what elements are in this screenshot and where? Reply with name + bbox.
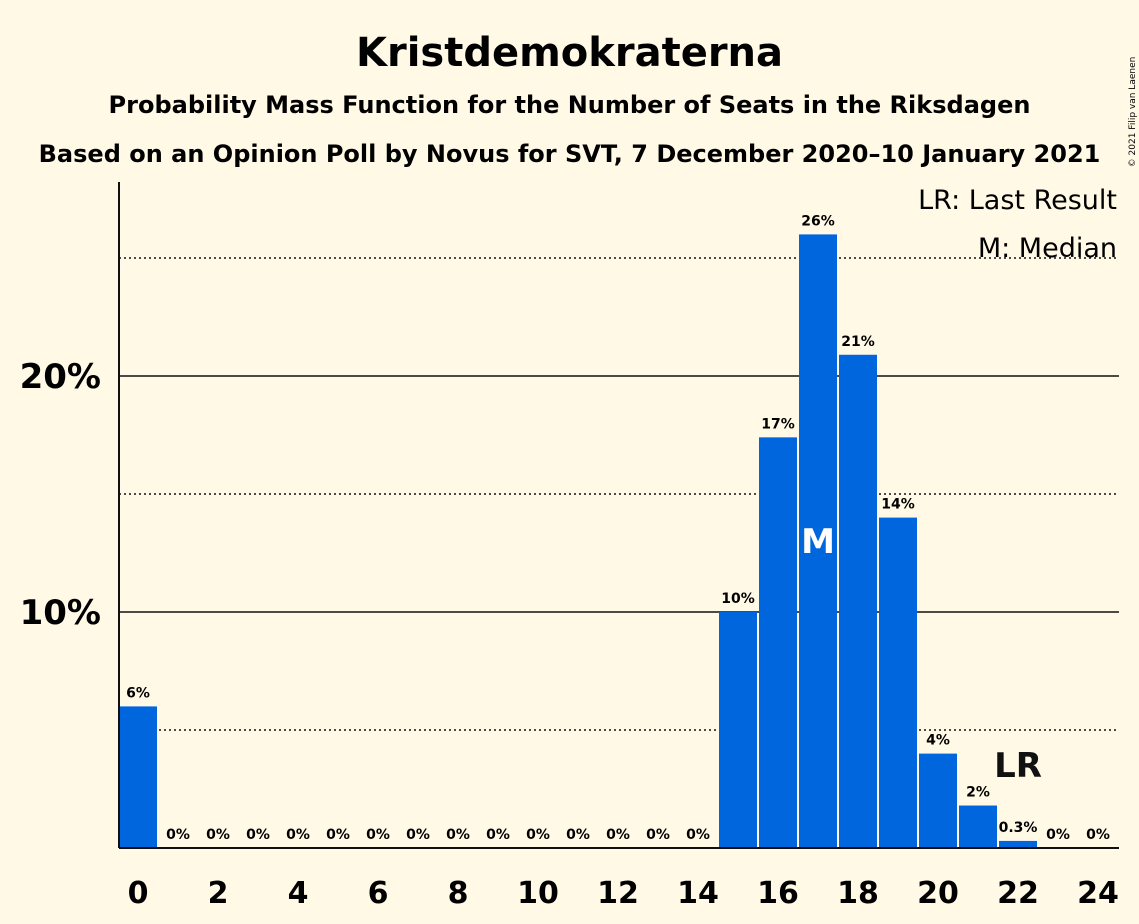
data-label: 0%: [166, 827, 190, 843]
x-tick-label: 10: [517, 876, 559, 911]
chart-subtitle: Probability Mass Function for the Number…: [109, 91, 1031, 119]
data-label: 0%: [446, 827, 470, 843]
x-tick-label: 22: [997, 876, 1039, 911]
bar: [999, 840, 1037, 848]
data-label: 0%: [566, 827, 590, 843]
data-label: 0%: [406, 827, 430, 843]
bar-median: [799, 234, 837, 848]
data-label: 0%: [526, 827, 550, 843]
data-label: 21%: [841, 334, 875, 350]
median-marker: M: [801, 522, 835, 562]
data-label: 4%: [926, 733, 950, 749]
data-label: 0%: [686, 827, 710, 843]
y-tick-label: 20%: [20, 357, 101, 397]
bar: [959, 805, 997, 848]
x-tick-label: 14: [677, 876, 719, 911]
x-tick-label: 6: [368, 876, 389, 911]
data-label: 0%: [646, 827, 670, 843]
data-label: 0.3%: [999, 820, 1038, 836]
x-tick-label: 4: [288, 876, 309, 911]
data-label: 2%: [966, 785, 990, 801]
data-label: 6%: [126, 685, 150, 701]
chart-subtitle-poll: Based on an Opinion Poll by Novus for SV…: [39, 140, 1101, 168]
y-tick-label: 10%: [20, 593, 101, 633]
data-label: 0%: [1046, 827, 1070, 843]
data-label: 0%: [366, 827, 390, 843]
data-label: 10%: [721, 591, 755, 607]
x-tick-label: 20: [917, 876, 959, 911]
gridlines: [119, 257, 1119, 731]
axes: 10%20%0 2 4 6 8 10 12 14 16 18 20 22 24: [20, 182, 1119, 911]
bars: [119, 234, 1037, 848]
x-tick-label: 18: [837, 876, 879, 911]
data-labels: 6% 0% 0% 0% 0% 0% 0% 0% 0% 0% 0% 0% 0% 0% 0% 10% 17% 26% 2…: [126, 213, 1110, 843]
x-tick-label: 12: [597, 876, 639, 911]
last-result-marker: LR: [994, 746, 1042, 786]
bar: [759, 437, 797, 848]
data-label: 0%: [246, 827, 270, 843]
x-tick-label: 2: [208, 876, 229, 911]
copyright-notice: © 2021 Filip van Laenen: [1128, 57, 1138, 168]
bar: [119, 706, 157, 848]
bar: [719, 612, 757, 848]
data-label: 17%: [761, 416, 795, 432]
legend-last-result: LR: Last Result: [918, 185, 1117, 216]
x-tick-label: 8: [448, 876, 469, 911]
data-label: 0%: [286, 827, 310, 843]
data-label: 14%: [881, 497, 915, 513]
x-tick-label: 24: [1077, 876, 1119, 911]
legend-median: M: Median: [978, 233, 1117, 264]
data-label: 0%: [206, 827, 230, 843]
bar: [879, 517, 917, 848]
x-tick-label: 0: [128, 876, 149, 911]
data-label: 26%: [801, 213, 835, 229]
bar: [919, 753, 957, 848]
x-tick-label: 16: [757, 876, 799, 911]
chart-title: Kristdemokraterna: [356, 30, 783, 76]
data-label: 0%: [606, 827, 630, 843]
data-label: 0%: [486, 827, 510, 843]
data-label: 0%: [326, 827, 350, 843]
bar: [839, 354, 877, 848]
data-label: 0%: [1086, 827, 1110, 843]
